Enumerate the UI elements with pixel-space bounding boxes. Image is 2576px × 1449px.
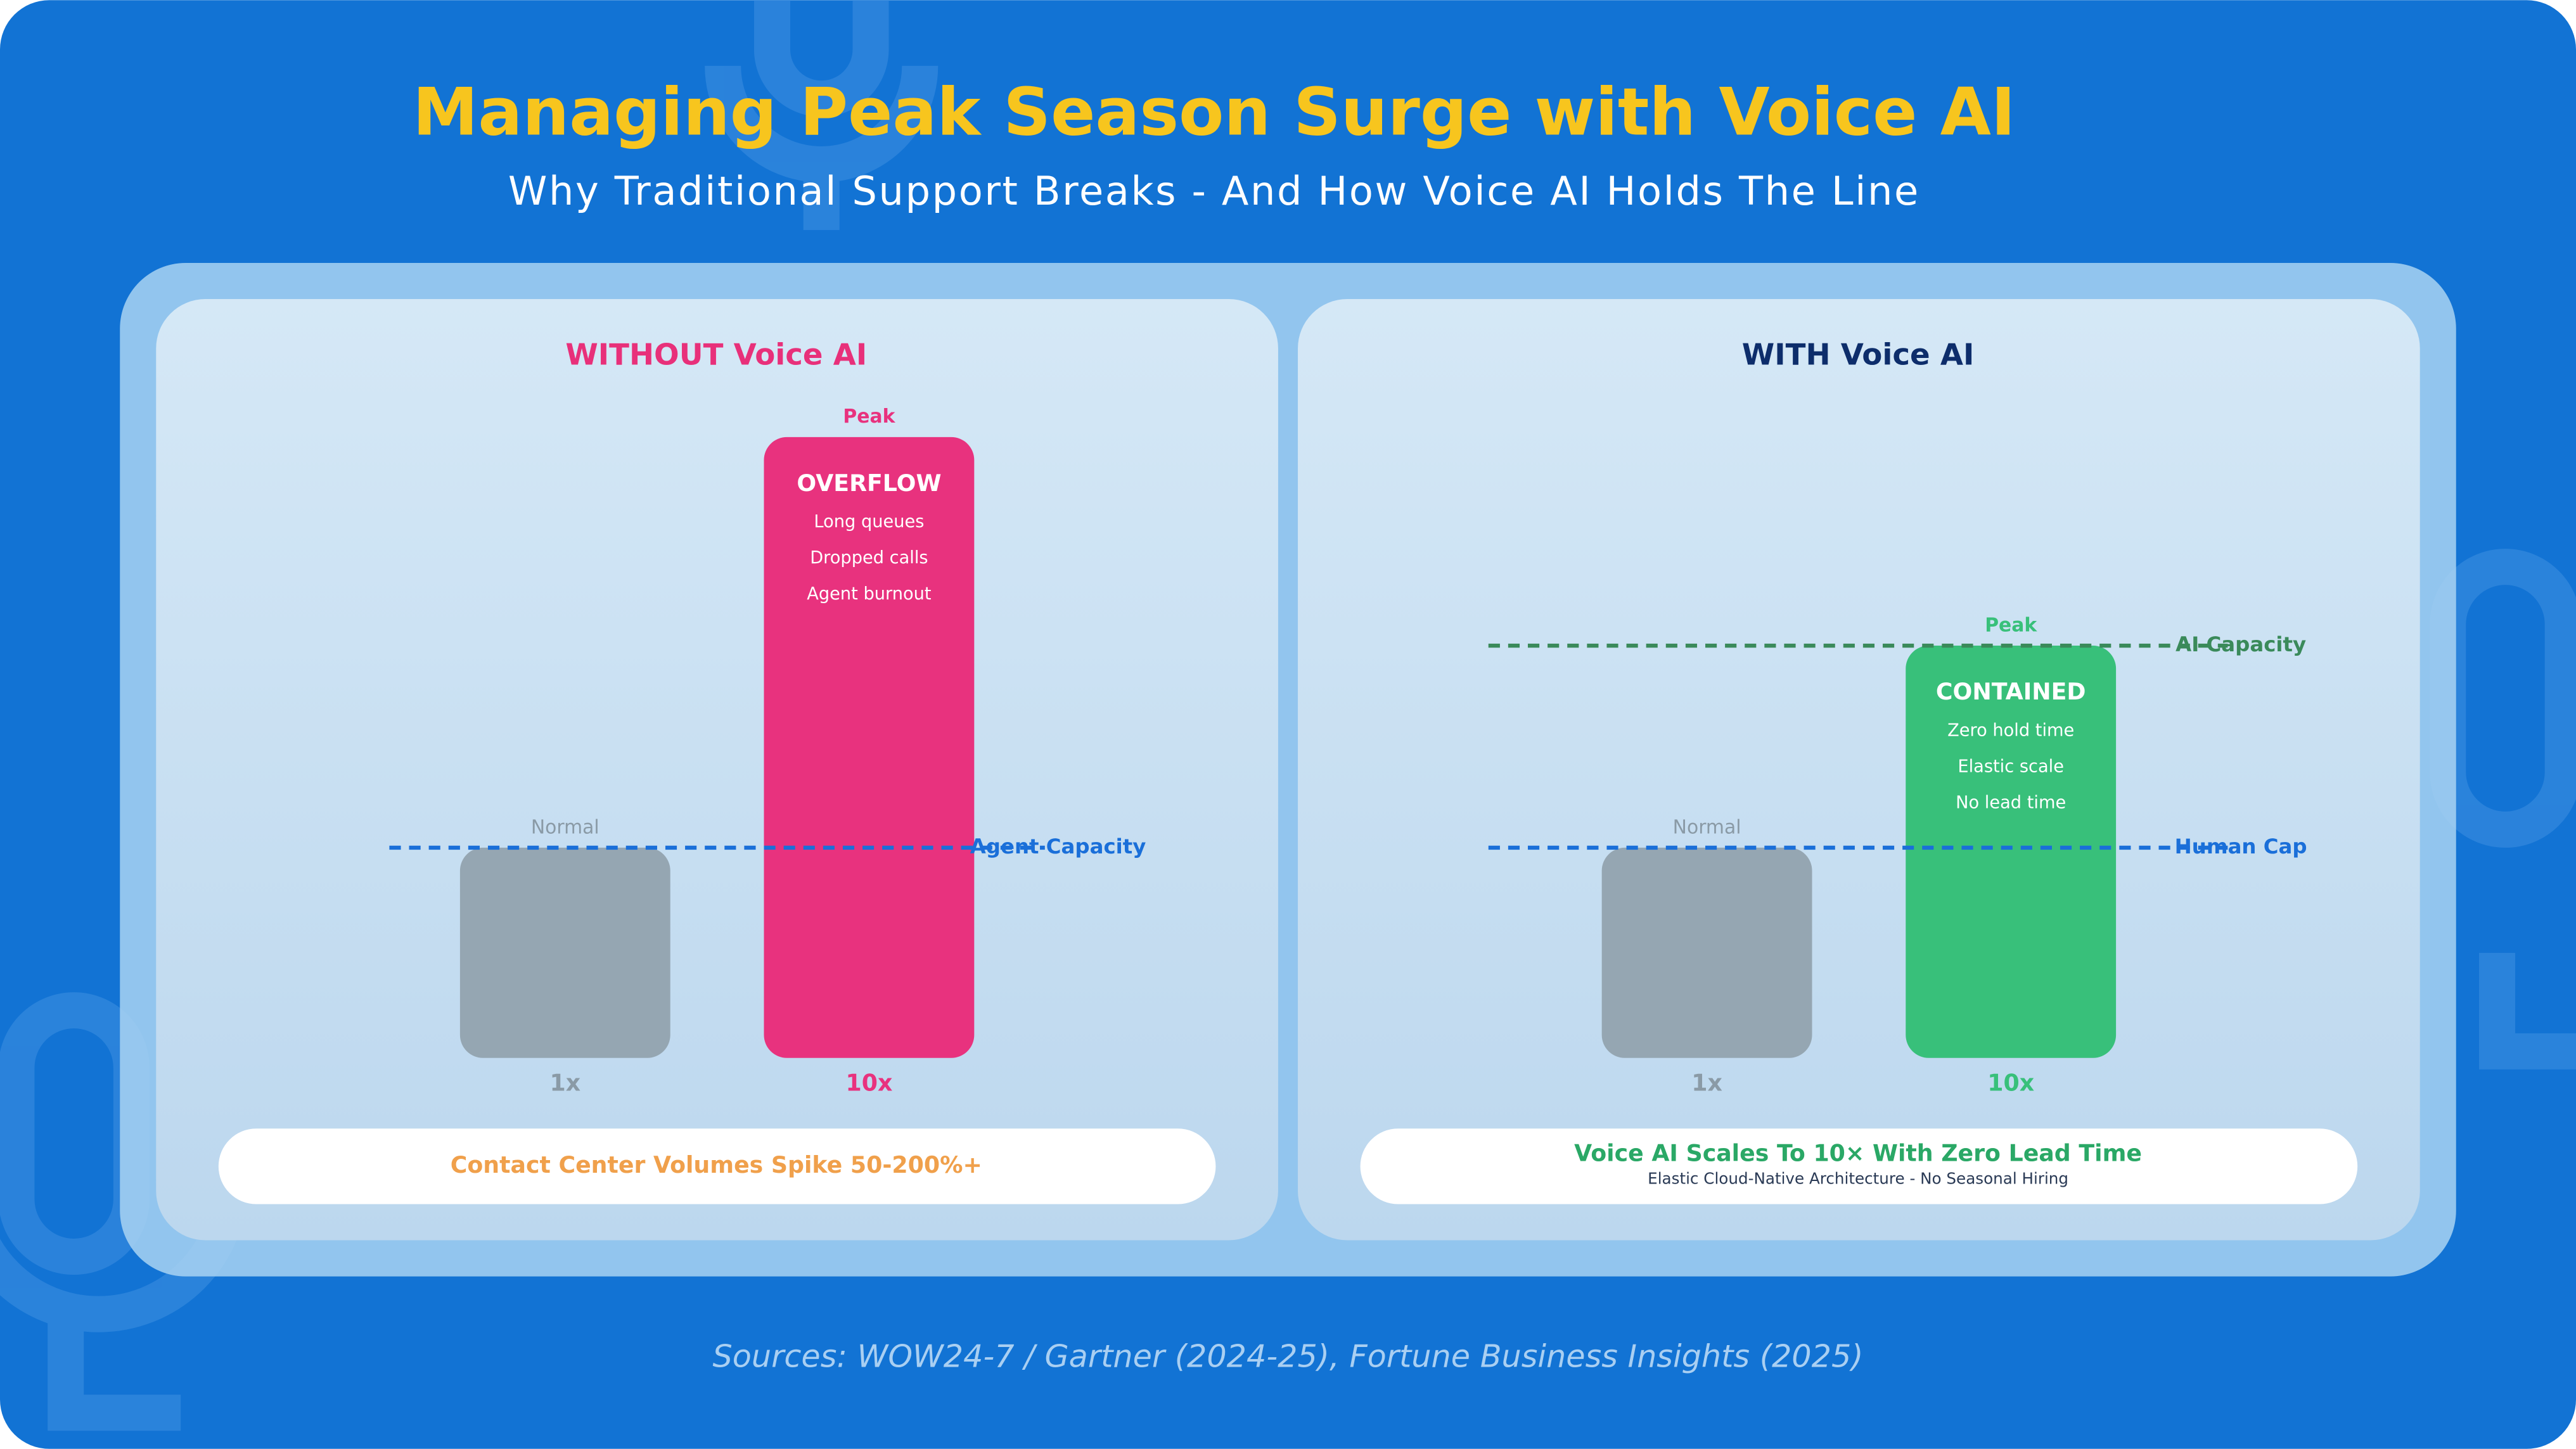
bar-heading: OVERFLOW — [797, 469, 941, 497]
bar-top-label: Peak — [1985, 614, 2037, 636]
bar-top-label: Normal — [1673, 816, 1741, 838]
callout-text: Voice AI Scales To 10× With Zero Lead Ti… — [1574, 1140, 2142, 1167]
bar-item: Long queues — [814, 512, 924, 532]
bar-item: Dropped calls — [810, 548, 928, 568]
callout-subtext: Elastic Cloud-Native Architecture - No S… — [1648, 1170, 2068, 1188]
bar — [1906, 646, 2117, 1058]
card — [156, 299, 1278, 1241]
subtitle: Why Traditional Support Breaks - And How… — [508, 168, 1920, 214]
capacity-label: Human Cap — [2175, 834, 2307, 859]
capacity-label: Agent Capacity — [970, 834, 1146, 859]
capacity-label: AI Capacity — [2176, 632, 2306, 656]
callout-text: Contact Center Volumes Spike 50-200%+ — [451, 1151, 982, 1178]
bar — [764, 437, 975, 1058]
sources: Sources: WOW24-7 / Gartner (2024-25), Fo… — [713, 1338, 1864, 1375]
title: Managing Peak Season Surge with Voice AI — [413, 75, 2015, 151]
bar-label: 10x — [845, 1069, 892, 1096]
bar-label: 1x — [549, 1069, 580, 1096]
bar-top-label: Normal — [531, 816, 599, 838]
bar-label: 10x — [1987, 1069, 2034, 1096]
bar — [459, 847, 670, 1058]
bar-item: Zero hold time — [1947, 720, 2074, 740]
bar-item: Elastic scale — [1958, 756, 2064, 776]
bar-item: Agent burnout — [807, 584, 932, 604]
callout — [218, 1128, 1216, 1204]
bar-item: No lead time — [1956, 793, 2066, 812]
card — [1298, 299, 2420, 1241]
bar-label: 1x — [1691, 1069, 1722, 1096]
panel-title: WITH Voice AI — [1742, 338, 1975, 372]
bar-top-label: Peak — [843, 405, 895, 428]
bar — [1601, 847, 1812, 1058]
bar-heading: CONTAINED — [1936, 678, 2086, 705]
callout — [1360, 1128, 2358, 1204]
panel-title: WITHOUT Voice AI — [565, 338, 867, 372]
